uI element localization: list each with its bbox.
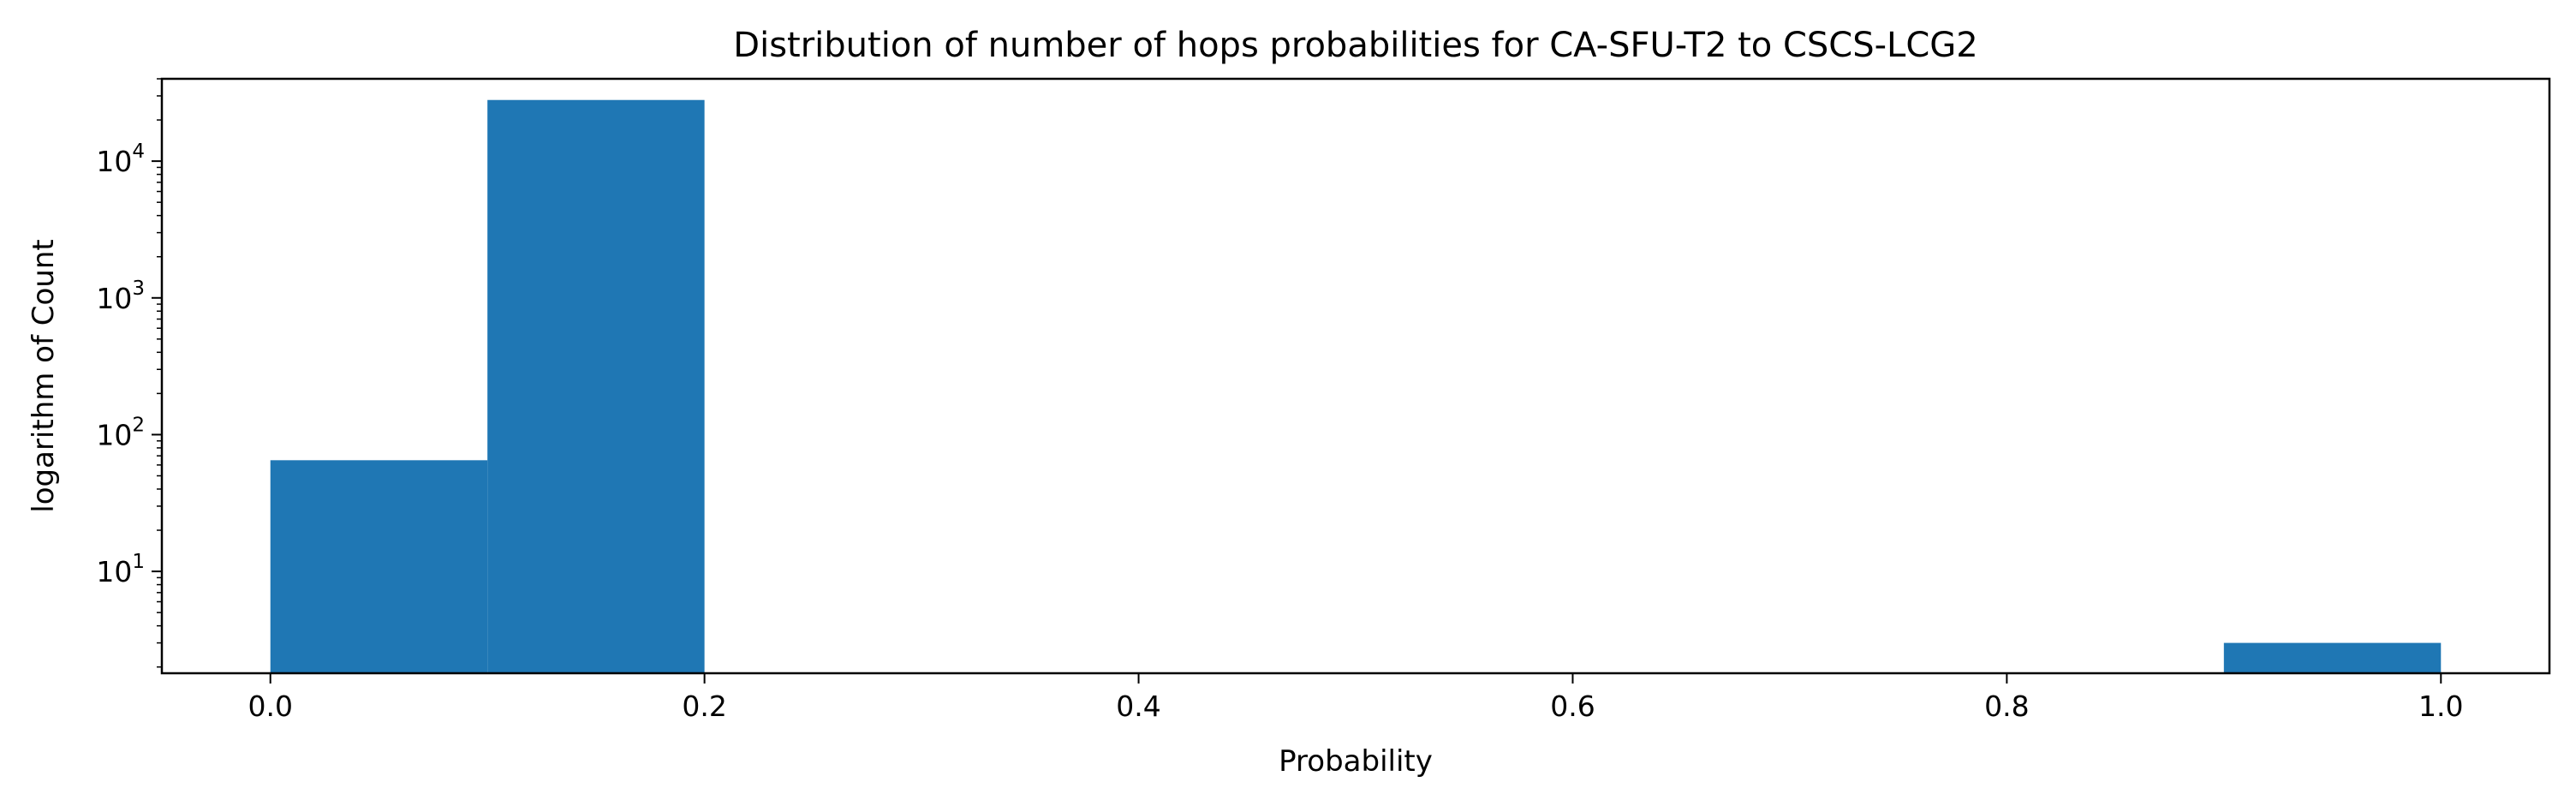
histogram-bar-0 bbox=[270, 460, 488, 673]
bars-group bbox=[270, 99, 2442, 673]
x-tick-label-5: 1.0 bbox=[2418, 690, 2463, 723]
x-axis-label: Probability bbox=[1279, 744, 1433, 779]
x-tick-label-0: 0.0 bbox=[247, 690, 292, 723]
chart-title: Distribution of number of hops probabili… bbox=[733, 26, 1977, 65]
y-tick-label-3: 104 bbox=[96, 140, 145, 178]
x-tick-label-1: 0.2 bbox=[682, 690, 726, 723]
x-tick-label-3: 0.6 bbox=[1550, 690, 1595, 723]
y-tick-label-1: 102 bbox=[96, 414, 145, 451]
y-tick-label-0: 101 bbox=[96, 551, 145, 588]
y-axis-label: logarithm of Count bbox=[27, 239, 61, 512]
histogram-bar-2 bbox=[2223, 642, 2442, 673]
y-axis-ticks: 101 102 103 104 bbox=[96, 78, 162, 668]
x-axis-ticks: 0.0 0.2 0.4 0.6 0.8 1.0 bbox=[247, 673, 2464, 723]
plot-frame bbox=[160, 77, 2551, 675]
histogram-bar-1 bbox=[487, 99, 705, 673]
x-tick-label-4: 0.8 bbox=[1984, 690, 2029, 723]
y-tick-label-2: 103 bbox=[96, 278, 145, 315]
x-tick-label-2: 0.4 bbox=[1116, 690, 1160, 723]
